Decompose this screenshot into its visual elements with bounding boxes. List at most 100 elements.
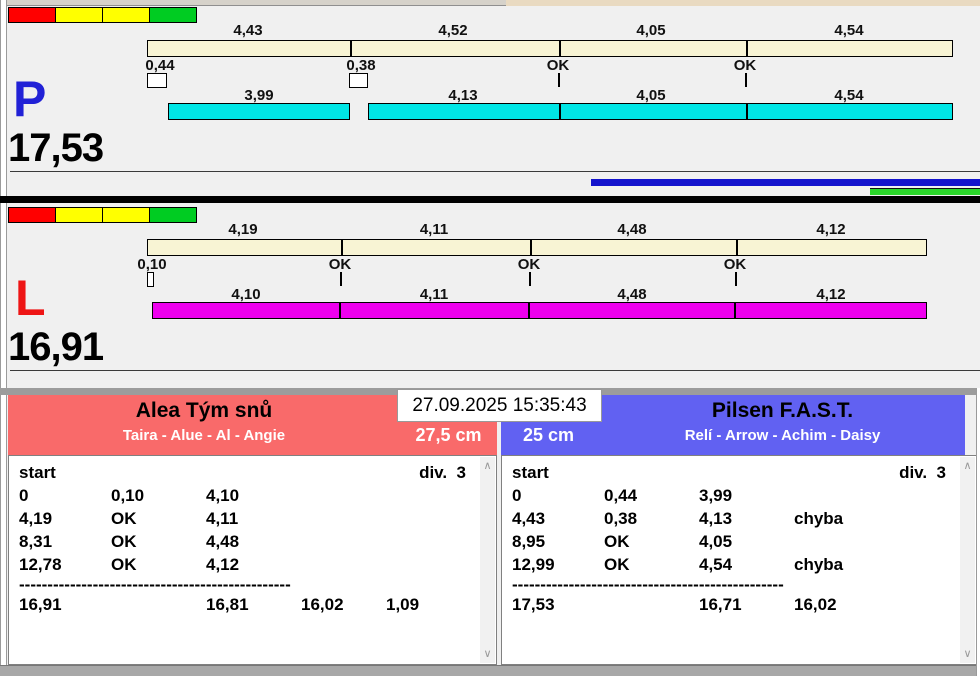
l-change-label: 0,10 bbox=[137, 256, 167, 273]
report-cell: 12,99 bbox=[512, 555, 555, 574]
p-leg-bar bbox=[368, 103, 953, 120]
l-traffic-light-strip bbox=[8, 207, 197, 223]
report-cell: chyba bbox=[794, 509, 844, 528]
bar-separator bbox=[559, 41, 561, 56]
l-progress-bar bbox=[870, 188, 980, 195]
bar-separator bbox=[559, 104, 561, 119]
p-change-label: OK bbox=[546, 57, 570, 74]
green-light bbox=[150, 8, 196, 22]
report-cell: OK bbox=[604, 555, 630, 574]
p-change-tick bbox=[745, 73, 747, 87]
bar-separator bbox=[528, 303, 530, 318]
report-cell: OK bbox=[111, 509, 137, 528]
report-divider: ----------------------------------------… bbox=[512, 575, 784, 594]
left-team-dogs: Taira - Alue - Al - Angie bbox=[122, 427, 286, 444]
report-cell: 0,10 bbox=[111, 486, 145, 505]
bar-separator bbox=[746, 41, 748, 56]
l-lane-letter: L bbox=[15, 270, 46, 326]
report-cell: 8,95 bbox=[512, 532, 546, 551]
left-report-panel[interactable]: start div. 3 ---------------------------… bbox=[8, 455, 497, 665]
scroll-down-icon[interactable]: ∨ bbox=[963, 648, 972, 660]
left-window-border bbox=[0, 0, 7, 676]
p-change-label: OK bbox=[733, 57, 757, 74]
l-leg-label: 4,10 bbox=[231, 286, 261, 303]
report-cell: 16,71 bbox=[699, 595, 742, 614]
top-window-edge bbox=[0, 0, 506, 6]
report-cell: 16,81 bbox=[206, 595, 249, 614]
l-change-label: OK bbox=[328, 256, 352, 273]
bar-separator bbox=[341, 240, 343, 255]
right-team-dogs: Relí - Arrow - Achim - Daisy bbox=[684, 427, 881, 444]
yellow-light bbox=[56, 208, 103, 222]
l-change-label: OK bbox=[517, 256, 541, 273]
report-cell: 4,12 bbox=[206, 555, 240, 574]
p-leg-bar bbox=[168, 103, 350, 120]
scroll-down-icon[interactable]: ∨ bbox=[483, 648, 492, 660]
p-change-label: 0,44 bbox=[145, 57, 175, 74]
p-leg-label: 4,54 bbox=[834, 87, 864, 104]
p-change-label: 0,38 bbox=[346, 57, 376, 74]
right-window-border bbox=[976, 388, 980, 676]
report-cell: 0 bbox=[19, 486, 29, 505]
left-team-name: Alea Tým snů bbox=[135, 399, 273, 422]
report-cell: chyba bbox=[794, 555, 844, 574]
bottom-window-edge bbox=[0, 665, 980, 676]
l-change-tick bbox=[340, 272, 342, 286]
report-cell: 4,54 bbox=[699, 555, 733, 574]
report-start-label: start bbox=[19, 463, 56, 482]
p-leg-label: 3,99 bbox=[244, 87, 274, 104]
bar-separator bbox=[339, 303, 341, 318]
report-cell: OK bbox=[111, 532, 137, 551]
report-start-label: start bbox=[512, 463, 549, 482]
timestamp-box: 27.09.2025 15:35:43 bbox=[397, 389, 602, 422]
report-cell: 16,02 bbox=[794, 595, 837, 614]
l-leg-label: 4,12 bbox=[816, 286, 846, 303]
report-cell: 0 bbox=[512, 486, 522, 505]
right-team-name: Pilsen F.A.S.T. bbox=[711, 399, 854, 422]
scroll-up-icon[interactable]: ∧ bbox=[483, 460, 492, 472]
scrollbar[interactable]: ∧ ∨ bbox=[480, 457, 495, 663]
l-leg-label: 4,11 bbox=[419, 286, 449, 303]
report-cell: 4,19 bbox=[19, 509, 53, 528]
report-cell: 4,13 bbox=[699, 509, 733, 528]
report-cell: 0,38 bbox=[604, 509, 638, 528]
p-traffic-light-strip bbox=[8, 7, 197, 23]
report-cell: 17,53 bbox=[512, 595, 555, 614]
bar-separator bbox=[736, 240, 738, 255]
p-gap-box bbox=[349, 73, 368, 88]
bar-separator bbox=[350, 41, 352, 56]
report-cell: 0,44 bbox=[604, 486, 638, 505]
p-lane-total-time: 17,53 bbox=[8, 126, 104, 170]
scroll-up-icon[interactable]: ∧ bbox=[963, 460, 972, 472]
l-gap-box bbox=[147, 272, 154, 287]
report-cell: 12,78 bbox=[19, 555, 62, 574]
l-change-tick bbox=[735, 272, 737, 286]
report-cell: 4,10 bbox=[206, 486, 240, 505]
section-divider-line bbox=[10, 171, 980, 172]
top-window-edge-tan bbox=[506, 0, 980, 6]
p-gap-box bbox=[147, 73, 167, 88]
l-leg-bar bbox=[152, 302, 927, 319]
l-change-label: OK bbox=[723, 256, 747, 273]
l-split-label: 4,48 bbox=[617, 221, 647, 238]
lane-divider bbox=[0, 196, 980, 203]
yellow-light bbox=[56, 8, 103, 22]
report-division: div. 3 bbox=[419, 463, 466, 482]
l-split-label: 4,19 bbox=[228, 221, 258, 238]
scrollbar[interactable]: ∧ ∨ bbox=[960, 457, 975, 663]
l-split-label: 4,12 bbox=[816, 221, 846, 238]
p-leg-label: 4,13 bbox=[448, 87, 478, 104]
bar-separator bbox=[746, 104, 748, 119]
left-team-jump-height: 27,5 cm bbox=[415, 425, 482, 445]
p-change-tick bbox=[558, 73, 560, 87]
report-cell: 16,02 bbox=[301, 595, 344, 614]
p-split-label: 4,52 bbox=[438, 22, 468, 39]
right-team-jump-height: 25 cm bbox=[522, 425, 575, 445]
report-division: div. 3 bbox=[899, 463, 946, 482]
report-cell: 4,43 bbox=[512, 509, 546, 528]
timestamp: 27.09.2025 15:35:43 bbox=[412, 394, 587, 416]
report-cell: OK bbox=[604, 532, 630, 551]
p-split-label: 4,43 bbox=[233, 22, 263, 39]
right-report-panel[interactable]: start div. 3 ---------------------------… bbox=[501, 455, 977, 665]
